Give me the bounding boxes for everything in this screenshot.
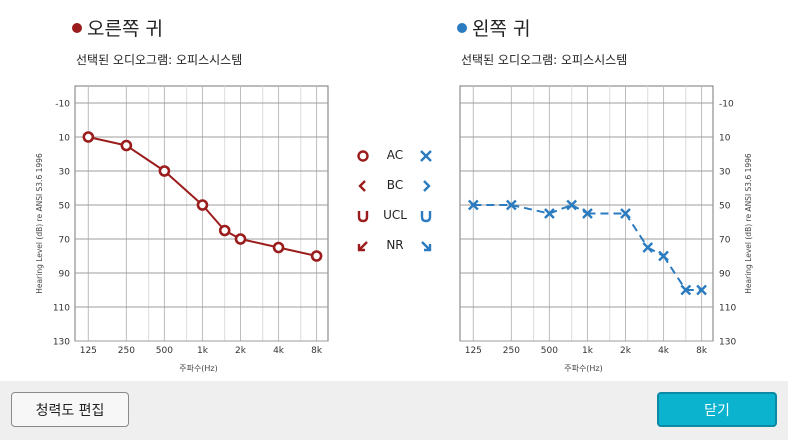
right-y-tick-label: 10 — [59, 134, 71, 144]
right-plot-frame — [74, 85, 329, 342]
left-series-segment — [662, 255, 687, 291]
right-ear-title-text: 오른쪽 귀 — [87, 18, 163, 40]
right-ear-title: 오른쪽 귀 — [72, 14, 242, 41]
right-ac-point — [120, 139, 133, 152]
edit-audiogram-button[interactable]: 청력도 편집 — [11, 392, 129, 427]
right-ac-point — [272, 241, 285, 254]
close-button[interactable]: 닫기 — [657, 392, 777, 427]
left-y-tick-label: 90 — [719, 270, 731, 280]
right-series-segment — [240, 238, 279, 249]
left-x-axis-label: 주파수(Hz) — [564, 364, 603, 373]
right-x-axis-label: 주파수(Hz) — [179, 364, 218, 373]
right-ac-point — [158, 165, 171, 177]
right-series-segment — [88, 136, 127, 147]
left-y-tick-label: 130 — [719, 338, 736, 348]
left-x-tick-label: 8k — [696, 346, 708, 356]
left-ac-cross-icon — [420, 150, 432, 162]
right-y-tick-label: 70 — [59, 236, 71, 246]
right-y-axis-label: Hearing Level (dB) re ANSI S3.6 1996 — [35, 153, 44, 294]
left-x-tick-label: 250 — [503, 346, 520, 356]
right-x-tick-label: 4k — [273, 346, 285, 356]
left-ucl-u-icon — [420, 211, 432, 223]
left-ac-point — [544, 208, 555, 219]
symbol-legend: AC BC UCL NR — [350, 142, 440, 262]
right-series-segment — [278, 246, 317, 257]
right-ear-header: 오른쪽 귀 선택된 오디오그램: 오피스시스템 — [72, 14, 242, 68]
left-y-axis-label: Hearing Level (dB) re ANSI S3.6 1996 — [744, 153, 753, 294]
right-nr-arrow-icon — [357, 241, 368, 252]
legend-row-nr: NR — [350, 232, 440, 262]
legend-row-ucl: UCL — [350, 202, 440, 232]
right-x-tick-label: 500 — [156, 346, 173, 356]
left-ear-title: 왼쪽 귀 — [457, 14, 627, 41]
left-x-tick-label: 125 — [465, 346, 482, 356]
legend-label-bc: BC — [386, 178, 404, 192]
legend-row-bc: BC — [350, 172, 440, 202]
legend-label-ucl: UCL — [383, 208, 407, 222]
right-y-tick-label: -10 — [55, 100, 70, 110]
left-y-tick-label: 110 — [719, 304, 736, 314]
legend-label-ac: AC — [386, 148, 404, 162]
right-ucl-u-icon — [357, 211, 369, 223]
right-ac-point — [234, 233, 247, 245]
left-ac-point — [658, 250, 669, 262]
left-ac-point — [582, 208, 593, 219]
left-ac-point — [566, 199, 578, 211]
left-ac-point — [642, 242, 654, 253]
left-ac-point — [467, 199, 479, 211]
right-x-tick-label: 125 — [80, 346, 97, 356]
left-ac-point — [506, 199, 517, 211]
left-nr-arrow-icon — [421, 241, 432, 252]
left-x-tick-label: 2k — [620, 346, 632, 356]
footer-bar — [0, 381, 788, 440]
left-x-tick-label: 500 — [541, 346, 558, 356]
right-x-tick-label: 8k — [311, 346, 323, 356]
left-x-tick-label: 4k — [658, 346, 670, 356]
right-ac-point — [218, 224, 231, 237]
left-x-tick-label: 1k — [582, 346, 594, 356]
right-x-tick-label: 2k — [235, 346, 247, 356]
right-y-tick-label: 90 — [59, 270, 71, 280]
left-bc-bracket-icon — [423, 180, 431, 192]
left-ear-header: 왼쪽 귀 선택된 오디오그램: 오피스시스템 — [457, 14, 627, 68]
right-x-tick-label: 1k — [197, 346, 209, 356]
right-ac-point — [196, 199, 209, 211]
right-ac-circle-icon — [357, 150, 369, 162]
right-y-tick-label: 130 — [53, 338, 70, 348]
right-x-tick-label: 250 — [118, 346, 135, 356]
legend-label-nr: NR — [386, 238, 404, 252]
left-y-tick-label: -10 — [719, 100, 734, 110]
left-ear-title-text: 왼쪽 귀 — [472, 18, 531, 40]
right-y-tick-label: 30 — [59, 168, 71, 178]
right-ac-point — [82, 131, 95, 143]
audiogram-charts: -10 10 30 50 70 90 110 130 125 250 500 1k 2k 4k 8k 주파수(… — [35, 85, 753, 373]
right-ac-point — [310, 250, 323, 262]
left-ac-point — [696, 284, 707, 296]
legend-row-ac: AC — [350, 142, 440, 172]
left-ac-point — [680, 284, 692, 296]
right-series-segment — [125, 144, 165, 172]
right-y-tick-label: 110 — [53, 304, 70, 314]
right-y-tick-label: 50 — [59, 202, 71, 212]
left-series-segment — [549, 204, 573, 215]
left-ear-subtitle: 선택된 오디오그램: 오피스시스템 — [461, 53, 628, 67]
left-y-tick-label: 10 — [719, 134, 731, 144]
right-series-segment — [163, 170, 204, 206]
right-ear-subtitle: 선택된 오디오그램: 오피스시스템 — [76, 53, 243, 67]
left-ac-point — [620, 208, 631, 219]
left-y-tick-label: 70 — [719, 236, 731, 246]
right-bc-bracket-icon — [358, 180, 366, 192]
left-series-segment — [624, 212, 649, 249]
left-series-segment — [511, 204, 550, 215]
left-y-tick-label: 50 — [719, 202, 731, 212]
right-ear-dot-icon — [72, 22, 82, 33]
left-ear-dot-icon — [457, 22, 467, 33]
left-y-tick-label: 30 — [719, 168, 731, 178]
